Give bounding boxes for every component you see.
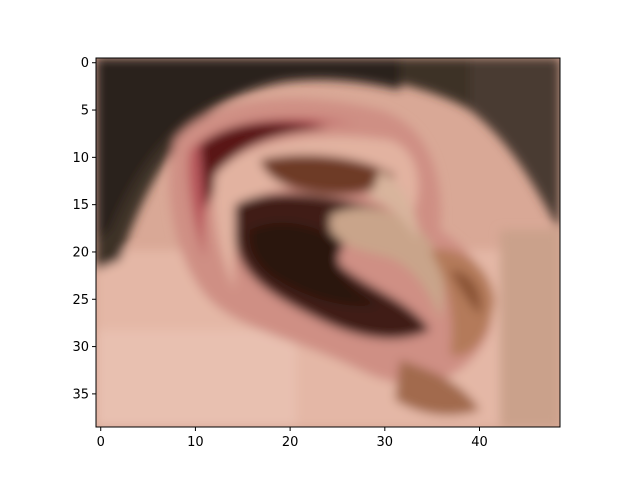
ear-image [96,58,560,427]
x-tick-label: 40 [471,435,488,450]
y-tick-label: 5 [81,104,89,119]
x-tick-label: 30 [377,435,394,450]
x-tick-label: 20 [282,435,299,450]
y-tick-label: 20 [72,245,89,260]
y-tick-label: 0 [81,56,89,71]
x-axis: 0 10 20 30 40 [97,427,488,450]
y-tick-label: 15 [72,198,89,213]
y-tick-label: 35 [72,387,89,402]
y-axis: 0 5 10 15 20 25 30 35 [72,56,96,402]
axes-frame [95,57,561,428]
y-tick-label: 25 [72,293,89,308]
y-tick-label: 10 [72,151,89,166]
x-tick-label: 10 [187,435,204,450]
y-tick-label: 30 [72,340,89,355]
x-tick-label: 0 [97,435,105,450]
